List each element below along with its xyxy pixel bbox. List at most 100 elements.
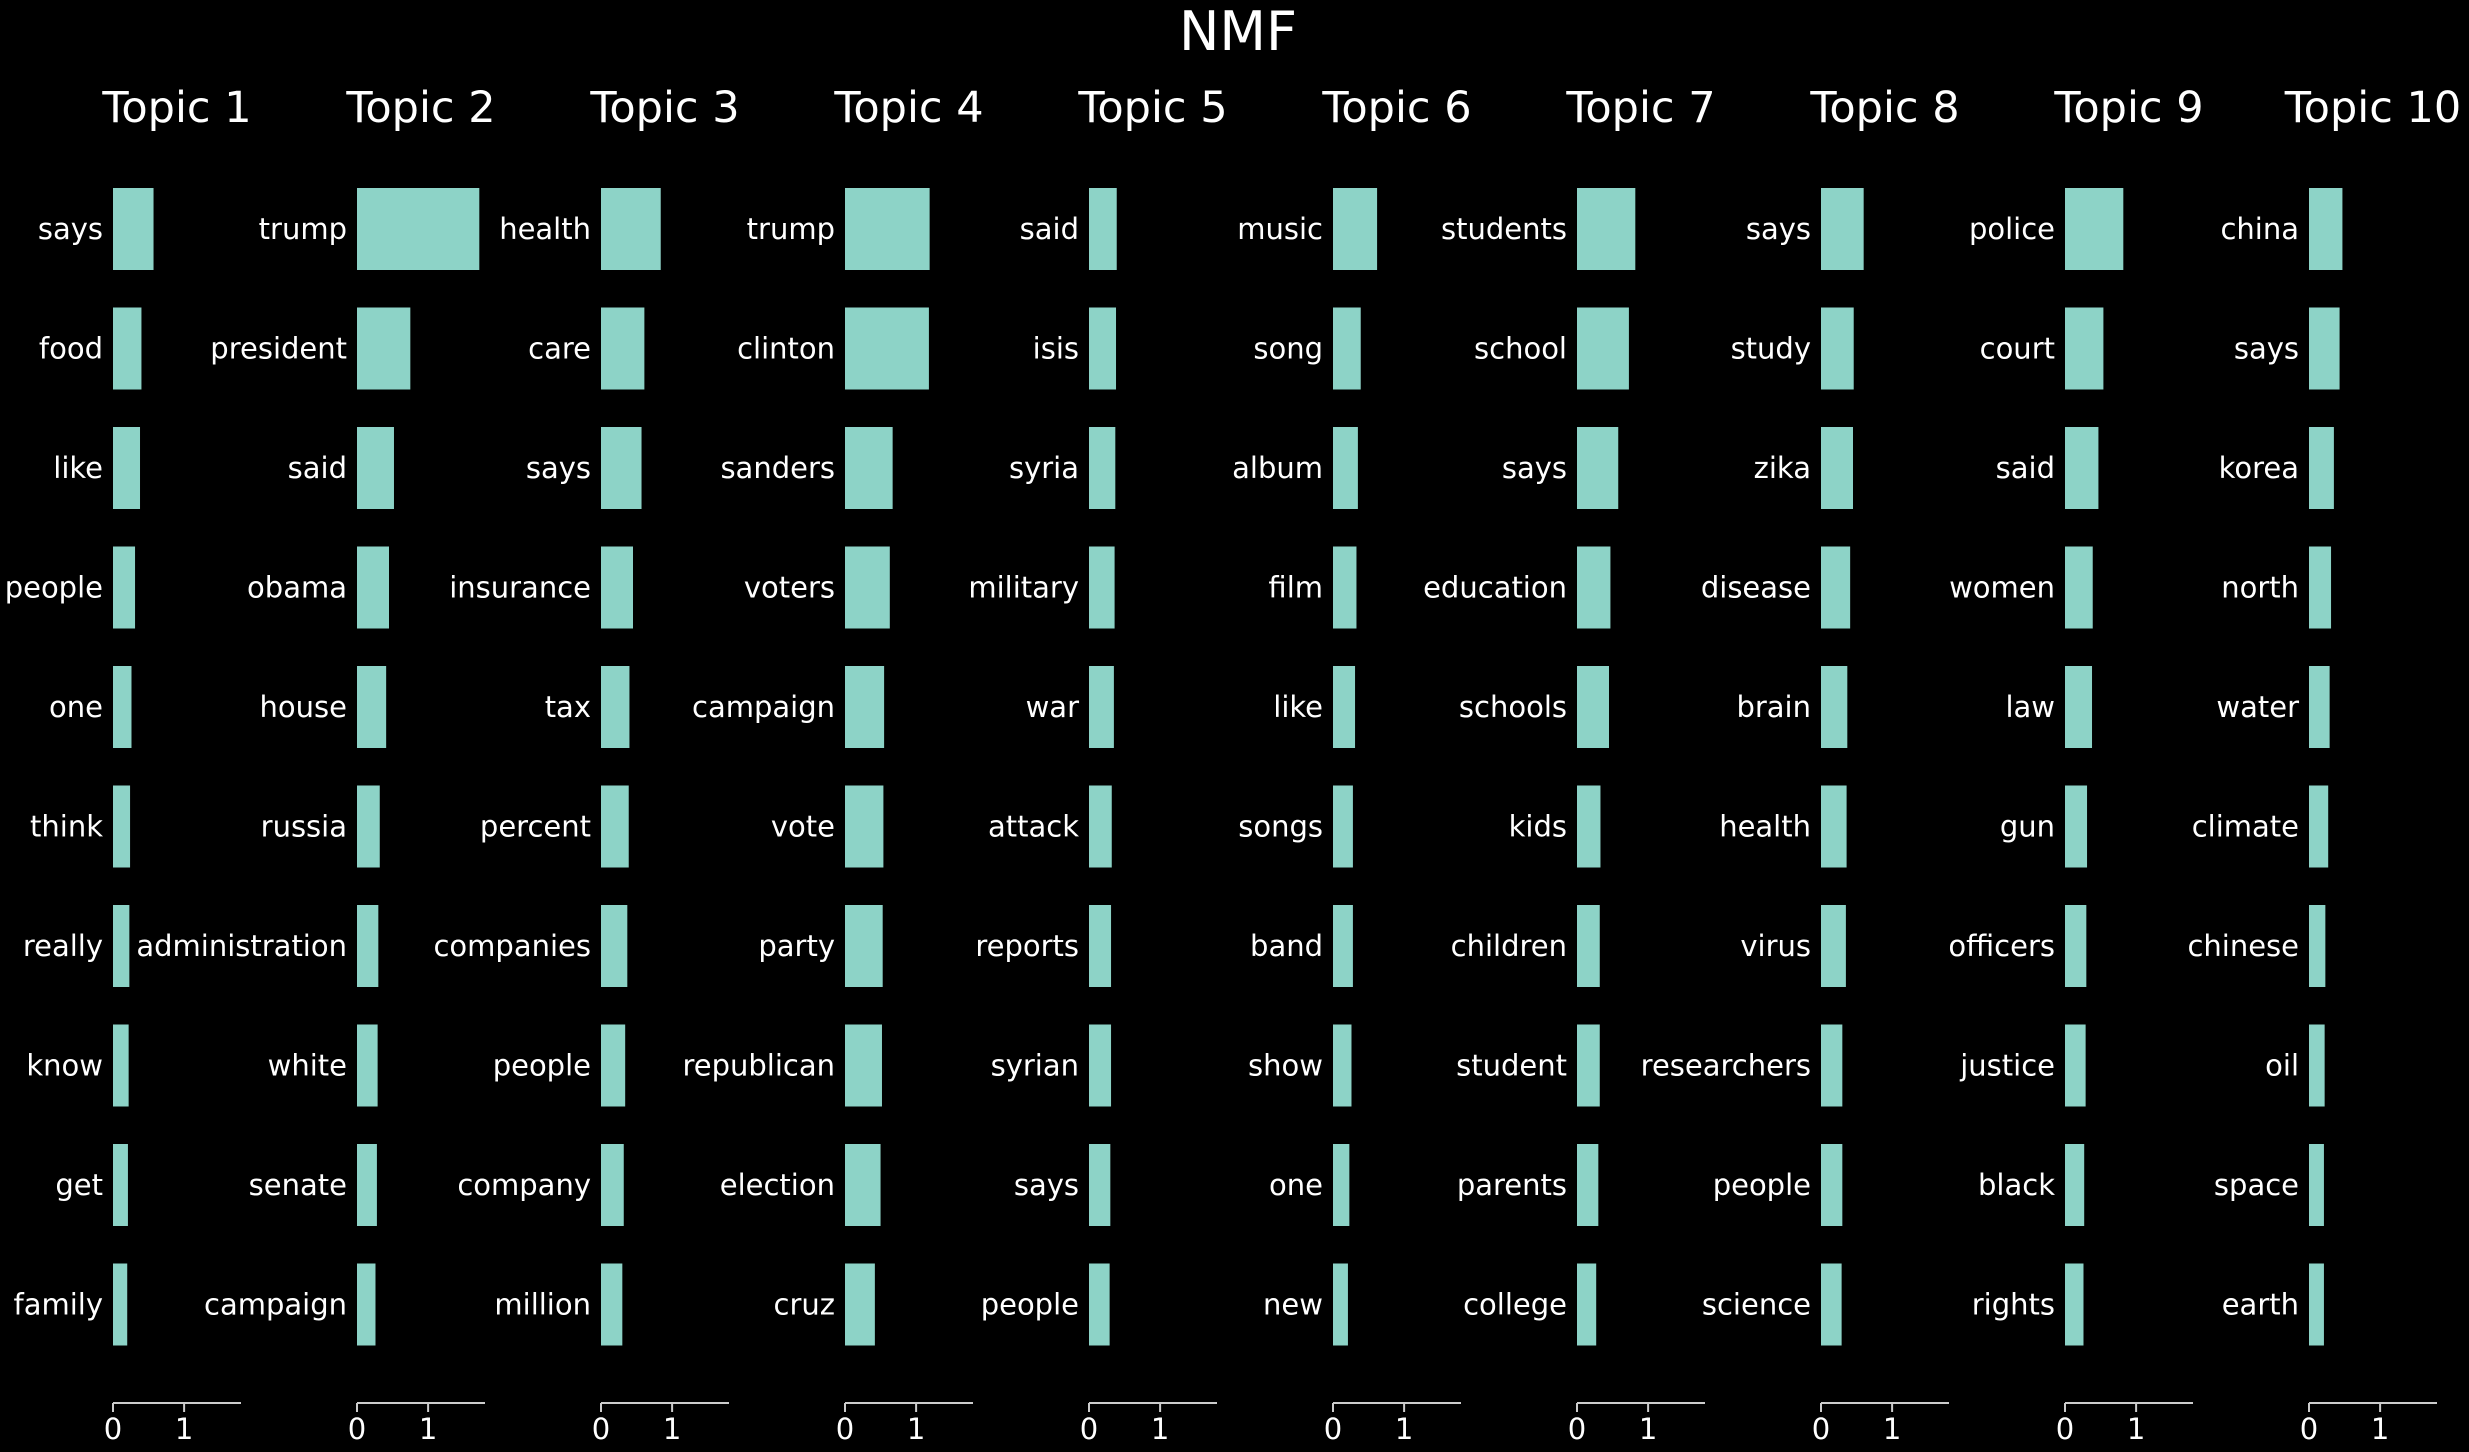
ytick-label: vote	[771, 810, 835, 844]
bar	[2309, 1263, 2324, 1346]
bar	[1821, 427, 1853, 509]
bar	[1089, 666, 1114, 748]
bar	[2309, 1024, 2325, 1107]
ytick-label: earth	[2222, 1288, 2299, 1322]
bar	[601, 307, 645, 390]
bar	[845, 1024, 882, 1107]
ytick-label: brain	[1736, 690, 1811, 724]
ytick-label: people	[493, 1049, 591, 1083]
ytick-label: says	[1502, 451, 1567, 485]
bar	[1089, 427, 1116, 509]
bar	[601, 1024, 626, 1107]
ytick-label: students	[1441, 212, 1567, 246]
bar	[113, 427, 141, 509]
topic-panel: Topic 2 trump president said obama house russi…	[136, 83, 495, 1446]
bar	[845, 666, 885, 748]
ytick-label: people	[5, 571, 103, 605]
bar	[113, 905, 130, 987]
bar	[2065, 188, 2124, 270]
bar	[2065, 1144, 2085, 1226]
panel-title: Topic 4	[833, 83, 983, 133]
bar	[2065, 666, 2093, 748]
bar	[1821, 785, 1847, 868]
bar	[2309, 546, 2332, 629]
xtick-label: 0	[2300, 1412, 2318, 1446]
ytick-label: kids	[1509, 810, 1567, 844]
bar	[1089, 546, 1115, 629]
ytick-label: researchers	[1641, 1049, 1811, 1083]
xtick-label: 0	[2056, 1412, 2074, 1446]
xtick-label: 0	[348, 1412, 366, 1446]
bar	[1333, 905, 1353, 987]
panel-title: Topic 9	[2053, 83, 2203, 133]
bar	[357, 546, 389, 629]
topic-panel: Topic 4 trump clinton sanders voters campaign…	[682, 83, 983, 1446]
topic-panels: Topic 1 says food like people one think really k…	[5, 83, 2462, 1446]
ytick-label: trump	[259, 212, 347, 246]
bar	[845, 188, 930, 270]
bar	[1089, 785, 1112, 868]
panel-title: Topic 1	[101, 83, 251, 133]
ytick-label: education	[1423, 571, 1567, 605]
bar	[1821, 307, 1854, 390]
ytick-label: reports	[975, 929, 1079, 963]
ytick-label: student	[1456, 1049, 1567, 1083]
topic-panel: Topic 9 police court said women law gun officer…	[1948, 83, 2203, 1446]
bar	[845, 1263, 875, 1346]
bar	[1089, 307, 1117, 390]
xtick-label: 1	[1883, 1412, 1901, 1446]
ytick-label: attack	[988, 810, 1079, 844]
bar	[357, 1144, 377, 1226]
bar	[1333, 188, 1378, 270]
bar	[357, 188, 480, 270]
bar	[1577, 1144, 1599, 1226]
bar	[113, 307, 142, 390]
topic-panel: Topic 5 said isis syria military war attack rep…	[968, 83, 1227, 1446]
bar	[357, 905, 379, 987]
bar	[1577, 666, 1609, 748]
xtick-label: 1	[1151, 1412, 1169, 1446]
ytick-label: military	[968, 571, 1079, 605]
ytick-label: insurance	[449, 571, 591, 605]
ytick-label: syria	[1009, 451, 1079, 485]
ytick-label: campaign	[692, 690, 835, 724]
bar	[113, 785, 131, 868]
topic-panel: Topic 6 music song album film like songs band sh…	[1232, 83, 1471, 1446]
ytick-label: said	[1996, 451, 2055, 485]
ytick-label: chinese	[2187, 929, 2299, 963]
bar	[1089, 1024, 1112, 1107]
bar	[2309, 427, 2334, 509]
ytick-label: family	[13, 1288, 103, 1322]
panel-title: Topic 7	[1565, 83, 1715, 133]
bar	[1577, 307, 1629, 390]
ytick-label: justice	[1959, 1049, 2055, 1083]
ytick-label: one	[49, 690, 103, 724]
bar	[1577, 546, 1611, 629]
ytick-label: food	[39, 332, 103, 366]
ytick-label: children	[1451, 929, 1567, 963]
ytick-label: says	[2234, 332, 2299, 366]
ytick-label: china	[2220, 212, 2299, 246]
ytick-label: clinton	[737, 332, 835, 366]
bar	[357, 785, 380, 868]
bar	[357, 1263, 376, 1346]
bar	[113, 188, 154, 270]
ytick-label: think	[30, 810, 103, 844]
bar	[601, 1144, 624, 1226]
bar	[1821, 546, 1851, 629]
bar	[1577, 1024, 1600, 1107]
ytick-label: says	[1014, 1168, 1079, 1202]
bar	[2065, 427, 2099, 509]
bar	[601, 666, 630, 748]
ytick-label: rights	[1972, 1288, 2055, 1322]
xtick-label: 0	[592, 1412, 610, 1446]
xtick-label: 0	[1812, 1412, 1830, 1446]
panel-title: Topic 2	[345, 83, 495, 133]
bar	[1089, 1144, 1111, 1226]
bar	[1821, 905, 1846, 987]
bar	[113, 1024, 129, 1107]
ytick-label: health	[1719, 810, 1811, 844]
ytick-label: climate	[2192, 810, 2299, 844]
ytick-label: senate	[249, 1168, 347, 1202]
